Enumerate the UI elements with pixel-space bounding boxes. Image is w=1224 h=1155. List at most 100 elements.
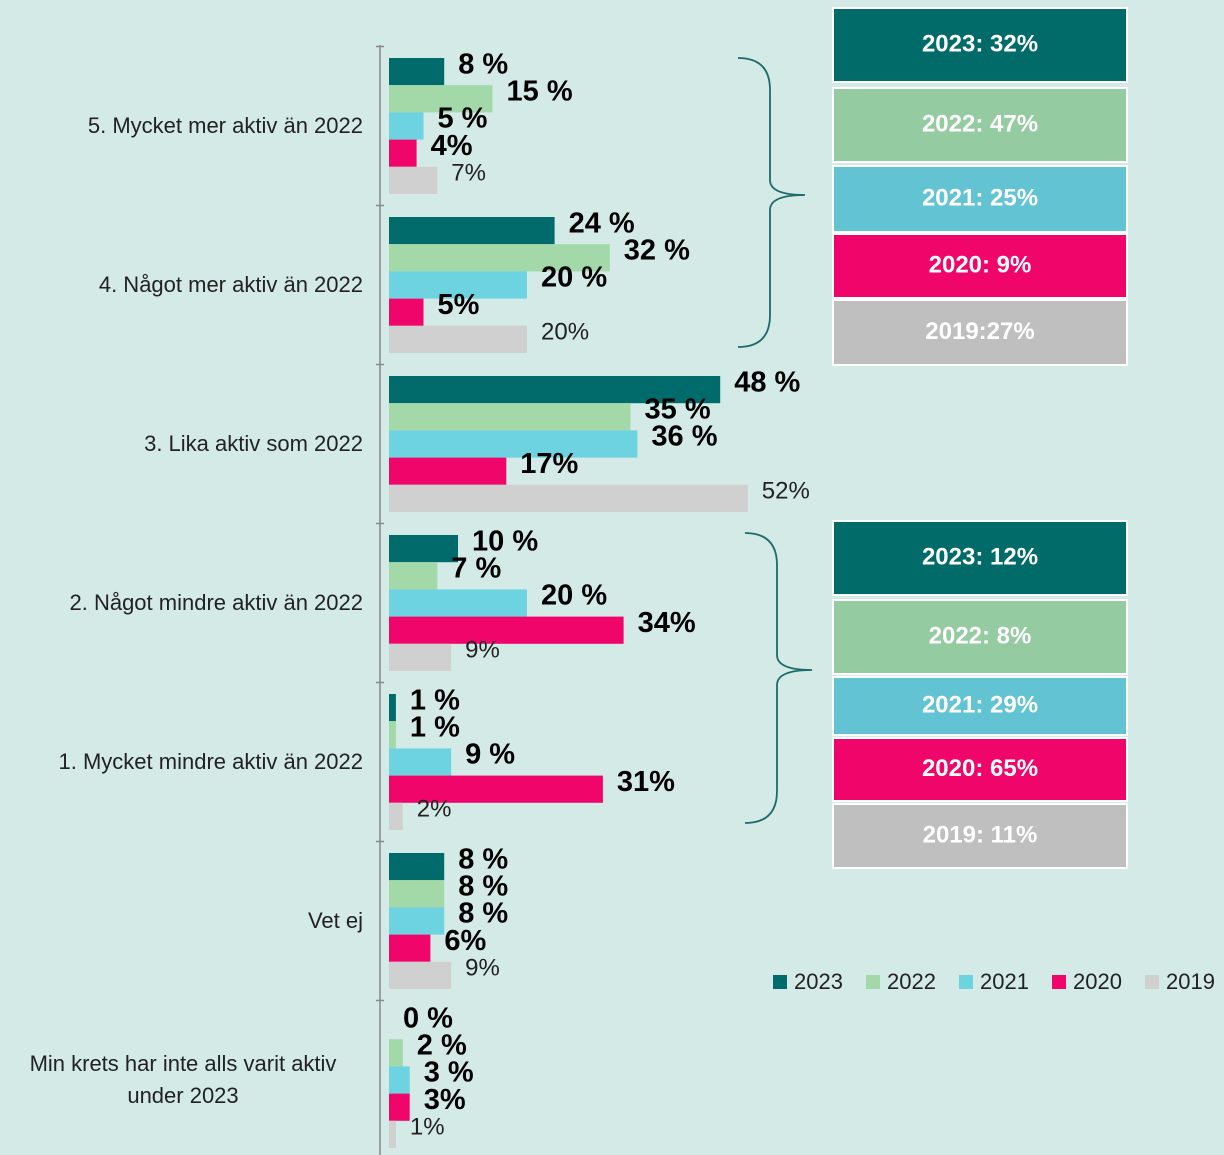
value-label: 31% (617, 766, 675, 798)
category-label: Min krets har inte alls varit aktiv unde… (29, 1051, 337, 1108)
value-label: 24 % (569, 207, 635, 239)
legend-swatch (773, 975, 787, 989)
bar (389, 694, 396, 722)
value-label: 5% (438, 289, 480, 321)
value-label: 9% (465, 637, 500, 664)
bar (389, 721, 396, 749)
summary-label: 2021: 25% (922, 184, 1038, 211)
value-label: 9% (465, 955, 500, 982)
value-label: 7% (451, 160, 486, 187)
summary-box (832, 676, 1128, 736)
value-label: 32 % (624, 234, 690, 266)
brace (744, 532, 813, 824)
bar (389, 325, 527, 353)
bar (389, 1039, 403, 1067)
summary-label: 2023: 12% (922, 543, 1038, 570)
value-label: 2% (417, 796, 452, 823)
bar (389, 58, 445, 86)
value-label: 5 % (438, 103, 488, 135)
category-label: 4. Något mer aktiv än 2022 (98, 272, 363, 297)
summary-box (832, 737, 1128, 802)
bar (389, 457, 507, 485)
bar (389, 907, 445, 935)
summary-label: 2022: 47% (922, 110, 1038, 137)
value-label: 36 % (651, 421, 717, 453)
summary-label: 2023: 32% (922, 30, 1038, 57)
value-label: 10 % (472, 525, 538, 557)
value-label: 3% (424, 1084, 466, 1116)
value-label: 4% (431, 130, 473, 162)
bar (389, 562, 438, 590)
summary-label: 2020: 65% (922, 755, 1038, 782)
legend-label: 2022 (887, 969, 936, 994)
value-label: 20% (541, 319, 589, 346)
bar (389, 244, 610, 272)
legend-swatch (866, 975, 880, 989)
category-label: Vet ej (307, 908, 363, 933)
bar (389, 1120, 396, 1148)
bar (389, 112, 424, 140)
bar (389, 802, 403, 830)
bar (389, 535, 458, 563)
summary-label: 2019: 11% (923, 821, 1038, 848)
bar (389, 484, 748, 512)
value-label: 8 % (458, 898, 508, 930)
summary-box (832, 299, 1128, 366)
summary-box (832, 87, 1128, 163)
bar (389, 139, 417, 167)
bar (389, 934, 431, 962)
value-label: 6% (444, 925, 486, 957)
legend-swatch (959, 975, 973, 989)
summary-label: 2022: 8% (929, 622, 1032, 649)
value-label: 0 % (403, 1002, 453, 1034)
legend-label: 2019 (1166, 969, 1215, 994)
category-label: 3. Lika aktiv som 2022 (144, 431, 363, 456)
value-label: 8 % (458, 843, 508, 875)
bar (389, 616, 624, 644)
legend-label: 2023 (794, 969, 843, 994)
bar (389, 403, 631, 431)
value-label: 2 % (417, 1029, 467, 1061)
category-label: 1. Mycket mindre aktiv än 2022 (58, 749, 363, 774)
bar (389, 853, 445, 881)
legend-swatch (1052, 975, 1066, 989)
summary-box (832, 520, 1128, 596)
value-label: 8 % (458, 870, 508, 902)
value-label: 7 % (451, 552, 501, 584)
legend-label: 2020 (1073, 969, 1122, 994)
value-label: 48 % (734, 366, 800, 398)
summary-label: 2019:27% (925, 318, 1034, 345)
summary-box (832, 7, 1128, 83)
bar (389, 1093, 410, 1121)
bar (389, 961, 452, 989)
value-label: 15 % (507, 75, 573, 107)
summary-label: 2021: 29% (922, 691, 1038, 718)
value-label: 1 % (410, 684, 460, 716)
bar (389, 85, 493, 113)
bar (389, 589, 527, 617)
bar (389, 166, 438, 194)
category-label: 5. Mycket mer aktiv än 2022 (87, 113, 363, 138)
bar (389, 643, 452, 671)
bar (389, 1066, 410, 1094)
value-label: 35 % (645, 393, 711, 425)
brace (737, 57, 806, 348)
summary-label: 2020: 9% (929, 251, 1032, 278)
value-label: 1 % (410, 711, 460, 743)
value-label: 1% (410, 1114, 445, 1141)
category-label: 2. Något mindre aktiv än 2022 (69, 590, 363, 615)
bar (389, 430, 638, 458)
value-label: 8 % (458, 48, 508, 80)
legend-label: 2021 (980, 969, 1029, 994)
bar (389, 271, 527, 299)
legend-swatch (1145, 975, 1159, 989)
bar (389, 298, 424, 326)
value-label: 20 % (541, 262, 607, 294)
bar (389, 748, 452, 776)
value-label: 34% (638, 607, 696, 639)
summary-box (832, 599, 1128, 675)
value-label: 20 % (541, 580, 607, 612)
summary-box (832, 233, 1128, 299)
